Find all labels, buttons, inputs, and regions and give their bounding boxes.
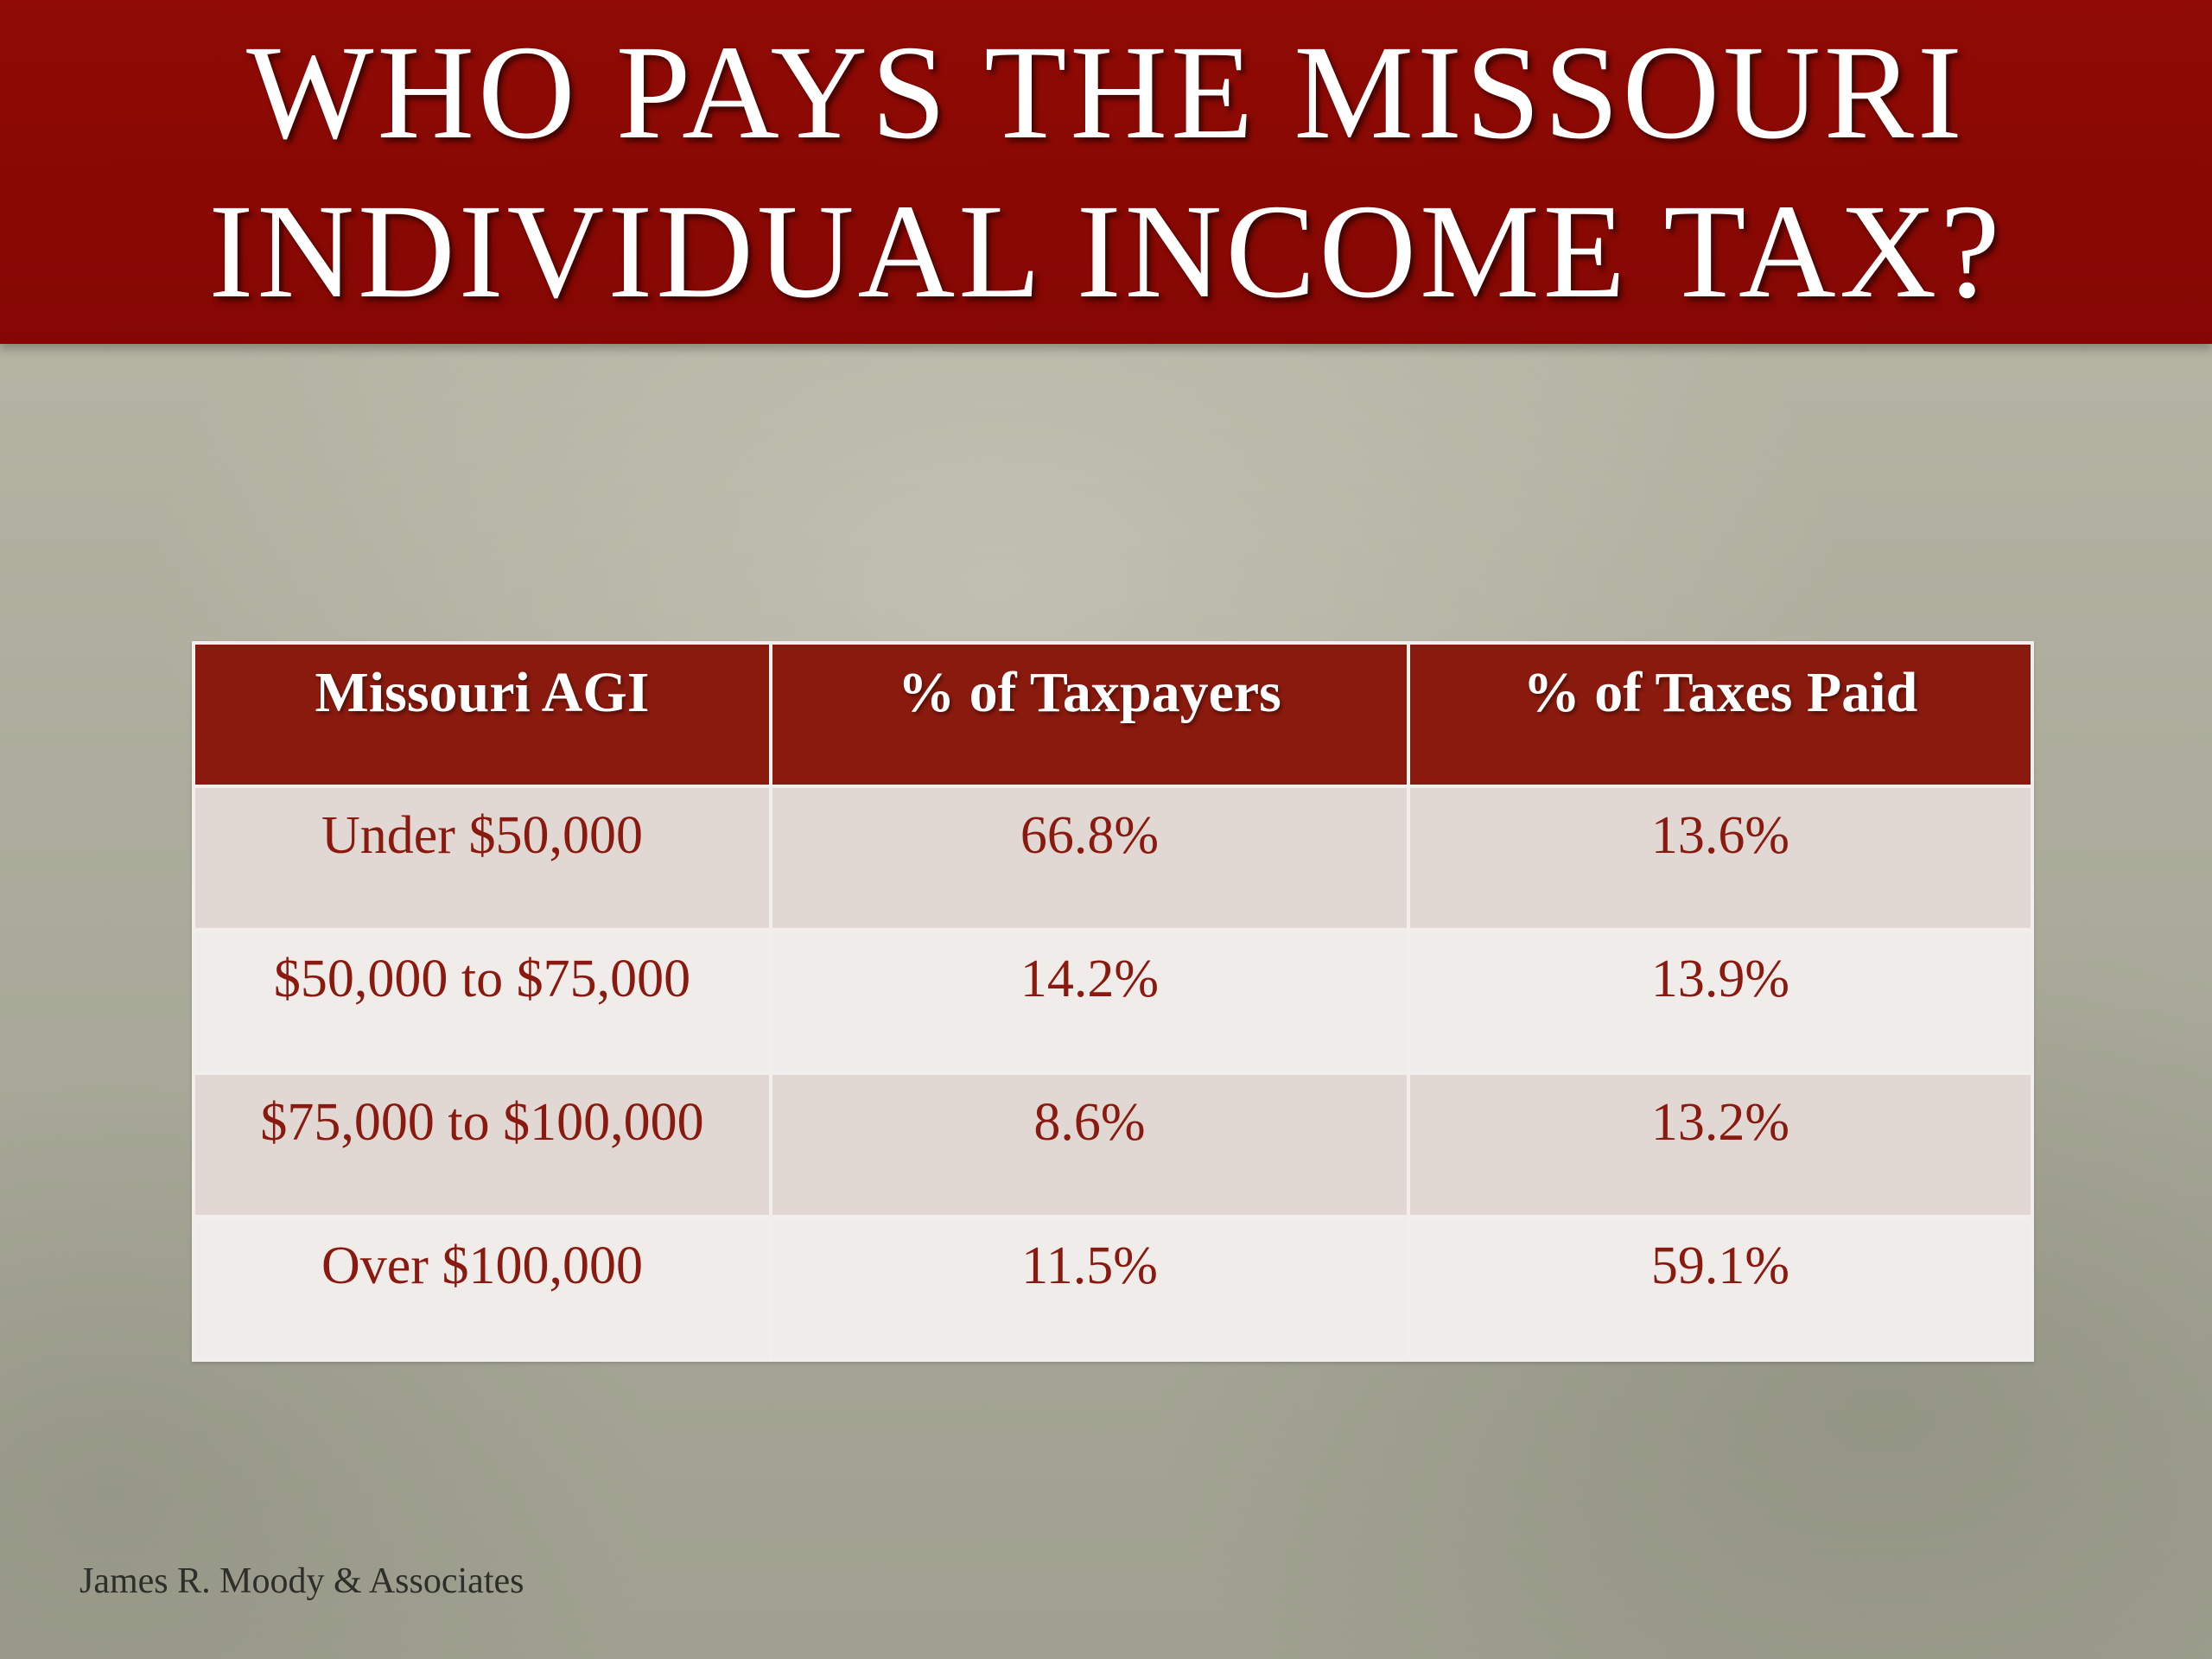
table-header-row: Missouri AGI % of Taxpayers % of Taxes P… bbox=[192, 641, 2034, 788]
table-row: Over $100,000 11.5% 59.1% bbox=[192, 1215, 2034, 1362]
header-percent-taxes-paid: % of Taxes Paid bbox=[1407, 641, 2034, 788]
taxes-paid-cell: 59.1% bbox=[1407, 1215, 2034, 1362]
table-row: $50,000 to $75,000 14.2% 13.9% bbox=[192, 928, 2034, 1075]
taxes-paid-cell: 13.9% bbox=[1407, 928, 2034, 1075]
agi-cell: $50,000 to $75,000 bbox=[192, 928, 772, 1075]
income-tax-table: Missouri AGI % of Taxpayers % of Taxes P… bbox=[192, 641, 2034, 1362]
header-missouri-agi: Missouri AGI bbox=[192, 641, 772, 788]
taxpayers-cell: 11.5% bbox=[769, 1215, 1410, 1362]
header-percent-taxpayers: % of Taxpayers bbox=[769, 641, 1410, 788]
slide-title: Who Pays the Missouri Individual Income … bbox=[208, 17, 2004, 326]
title-bar: Who Pays the Missouri Individual Income … bbox=[0, 0, 2212, 344]
taxpayers-cell: 8.6% bbox=[769, 1071, 1410, 1218]
agi-cell: Under $50,000 bbox=[192, 785, 772, 931]
agi-cell: $75,000 to $100,000 bbox=[192, 1071, 772, 1218]
agi-cell: Over $100,000 bbox=[192, 1215, 772, 1362]
taxpayers-cell: 66.8% bbox=[769, 785, 1410, 931]
taxes-paid-cell: 13.2% bbox=[1407, 1071, 2034, 1218]
taxpayers-cell: 14.2% bbox=[769, 928, 1410, 1075]
table-row: Under $50,000 66.8% 13.6% bbox=[192, 785, 2034, 931]
taxes-paid-cell: 13.6% bbox=[1407, 785, 2034, 931]
footer-credit: James R. Moody & Associates bbox=[79, 1561, 524, 1601]
table-row: $75,000 to $100,000 8.6% 13.2% bbox=[192, 1071, 2034, 1218]
